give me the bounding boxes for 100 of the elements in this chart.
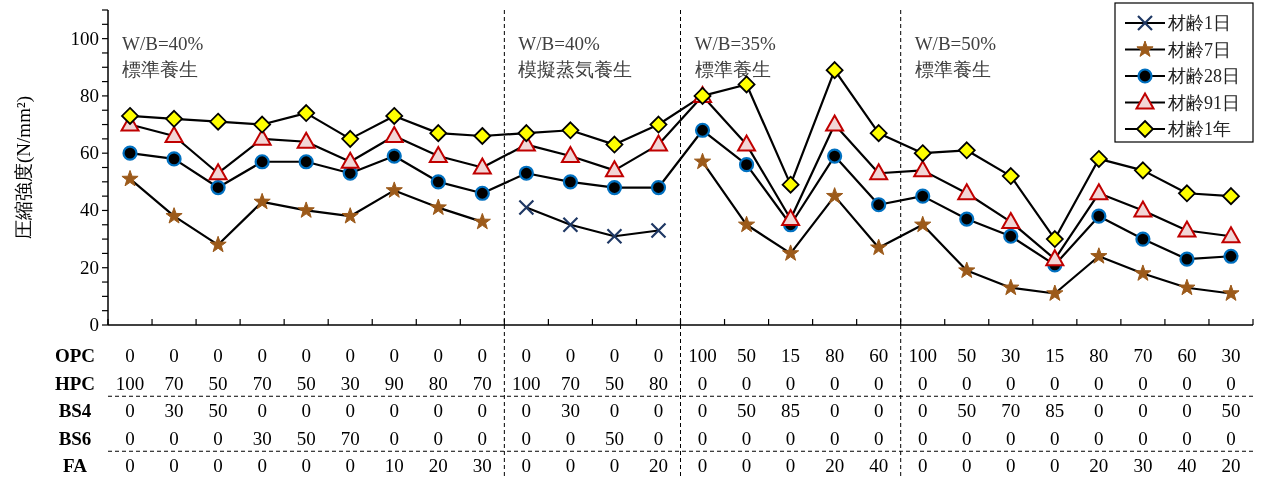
x-tick-label: 80 0 0 0 20	[825, 345, 845, 476]
y-tick-label: 60	[80, 142, 99, 164]
point	[957, 183, 977, 201]
point	[166, 151, 182, 167]
point	[915, 188, 931, 204]
point	[1046, 284, 1064, 301]
x-tick-label: 70 0 0 0 30	[1133, 345, 1153, 476]
x-tick-label: 80 0 0 0 20	[1089, 345, 1109, 476]
category-label: OPC	[54, 345, 96, 366]
legend-label: 材齢1年	[1167, 119, 1231, 139]
point	[340, 151, 360, 169]
point	[605, 135, 624, 154]
x-tick-label: 30 0 70 0 0	[1001, 345, 1021, 476]
point	[737, 134, 757, 152]
point	[648, 134, 668, 152]
point	[914, 215, 932, 233]
x-tick-label: 60 0 0 0 40	[1177, 345, 1197, 476]
point	[1222, 187, 1240, 206]
point	[517, 124, 536, 143]
x-tick-label: 0 70 30 0 0	[164, 345, 184, 476]
point	[429, 124, 448, 143]
point	[1002, 278, 1020, 296]
point	[1090, 247, 1108, 264]
point	[209, 235, 227, 253]
annotation: W/B=40% 標準養生	[122, 33, 204, 80]
point	[825, 114, 845, 132]
point	[781, 175, 800, 194]
x-tick-label: 0 100 0 0 0	[115, 345, 145, 476]
point	[737, 215, 756, 233]
x-tick-label: 0 70 30 0 0	[560, 345, 580, 476]
annotation: W/B=50% 標準養生	[914, 33, 997, 80]
point	[1045, 249, 1065, 267]
point	[341, 129, 360, 148]
point	[121, 107, 139, 125]
point	[1178, 184, 1196, 203]
point	[1089, 150, 1108, 168]
x-tick-label: 0 50 0 50 0	[604, 345, 624, 476]
category-label: BS4	[58, 400, 92, 421]
point	[384, 126, 404, 143]
point	[473, 212, 491, 230]
point	[826, 187, 844, 204]
y-tick-label: 80	[80, 84, 99, 106]
point	[121, 169, 139, 187]
x-tick-label: 15 0 85 0 0	[1045, 345, 1065, 476]
point	[297, 104, 316, 122]
point	[959, 211, 975, 227]
point	[385, 107, 404, 125]
point	[738, 157, 755, 173]
point	[1091, 208, 1107, 224]
point	[606, 228, 623, 245]
point	[560, 146, 580, 164]
point	[870, 238, 888, 256]
point	[913, 160, 933, 178]
point	[869, 124, 888, 143]
point	[958, 261, 976, 278]
point	[1221, 226, 1241, 244]
point	[210, 179, 226, 196]
point	[561, 121, 580, 140]
point	[298, 154, 314, 170]
point	[782, 244, 800, 261]
x-tick-label: 0 30 0 70 0	[340, 345, 360, 476]
x-tick-label: 30 0 50 0 20	[1221, 345, 1241, 476]
point	[650, 179, 667, 196]
point	[869, 163, 889, 181]
x-tick-label: 50 0 50 0 0	[737, 345, 757, 476]
point	[1222, 284, 1240, 301]
point	[562, 174, 578, 190]
point	[781, 209, 801, 227]
point	[254, 154, 270, 170]
point	[1045, 230, 1064, 248]
point	[1003, 228, 1019, 244]
category-label: BS6	[58, 427, 92, 449]
point	[518, 199, 535, 216]
category-label: HPC	[54, 372, 96, 394]
point	[518, 165, 534, 181]
point	[827, 148, 843, 164]
point	[1177, 220, 1197, 238]
point	[428, 146, 448, 164]
point	[562, 216, 579, 233]
point	[208, 163, 228, 181]
x-tick-label: 15 0 85 0 0	[781, 345, 801, 476]
x-tick-label: 0 70 0 0 30	[472, 345, 492, 476]
point	[209, 112, 227, 131]
point	[1223, 248, 1239, 264]
x-tick-label: 0 90 0 0 10	[384, 345, 404, 476]
point	[253, 115, 272, 134]
point	[693, 152, 712, 170]
point	[1134, 264, 1152, 281]
point	[122, 145, 138, 161]
x-tick-label: 100 0 0 0 0	[688, 345, 717, 476]
annotation: W/B=40% 模擬蒸気養生	[518, 33, 633, 80]
point	[1001, 167, 1020, 185]
point	[650, 222, 667, 239]
point	[297, 201, 315, 218]
x-tick-label: 50 0 50 0 0	[957, 345, 977, 476]
point	[1178, 278, 1196, 296]
point	[165, 109, 183, 128]
point	[1135, 231, 1151, 247]
point	[430, 174, 446, 190]
legend-label: 材齢91日	[1167, 92, 1240, 113]
